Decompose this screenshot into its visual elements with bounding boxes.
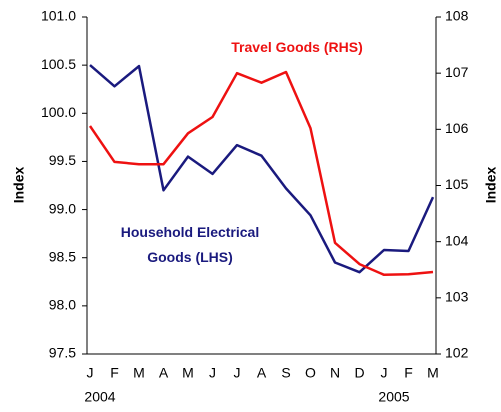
x-tick-label: D (354, 365, 364, 381)
y-tick-label: 99.0 (49, 200, 76, 216)
x-tick-label: O (305, 365, 316, 381)
y-axis-label: Index (11, 167, 27, 204)
y2-axis-label: Index (483, 167, 499, 204)
y2-tick-label: 106 (445, 120, 469, 136)
x-tick-label: M (133, 365, 145, 381)
y-tick-label: 101.0 (41, 8, 76, 24)
y-tick-label: 98.0 (49, 297, 76, 313)
x-group-label: 2005 (378, 389, 409, 405)
x-group-label: 2004 (84, 389, 115, 405)
y2-tick-label: 103 (445, 289, 469, 305)
x-tick-label: N (330, 365, 340, 381)
y2-tick-label: 107 (445, 64, 469, 80)
series-annotation: Household Electrical Goods (LHS) (120, 224, 260, 265)
x-tick-label: J (87, 365, 94, 381)
x-tick-label: J (209, 365, 216, 381)
y2-tick-label: 105 (445, 176, 469, 192)
x-tick-label: F (404, 365, 413, 381)
annotation-box: Household Electrical Goods (LHS) (120, 224, 260, 265)
y2-tick-label: 108 (445, 8, 469, 24)
x-tick-label: M (427, 365, 439, 381)
x-tick-label: J (381, 365, 388, 381)
series-line (89, 64, 435, 274)
y-tick-label: 99.5 (49, 152, 76, 168)
x-tick-label: A (257, 365, 267, 381)
y-tick-label: 98.5 (49, 248, 76, 264)
y2-tick-label: 104 (445, 232, 469, 248)
x-tick-label: A (159, 365, 169, 381)
y-tick-label: 97.5 (49, 345, 76, 361)
x-tick-label: M (182, 365, 194, 381)
y-tick-label: 100.5 (41, 56, 76, 72)
x-tick-label: F (110, 365, 119, 381)
y2-tick-label: 102 (445, 345, 469, 361)
series-line (88, 70, 434, 277)
x-tick-label: J (234, 365, 241, 381)
annotation-box: Travel Goods (RHS) (231, 39, 363, 55)
x-tick-label: S (281, 365, 290, 381)
y-tick-label: 100.0 (41, 104, 76, 120)
series-annotation: Travel Goods (RHS) (231, 39, 363, 55)
